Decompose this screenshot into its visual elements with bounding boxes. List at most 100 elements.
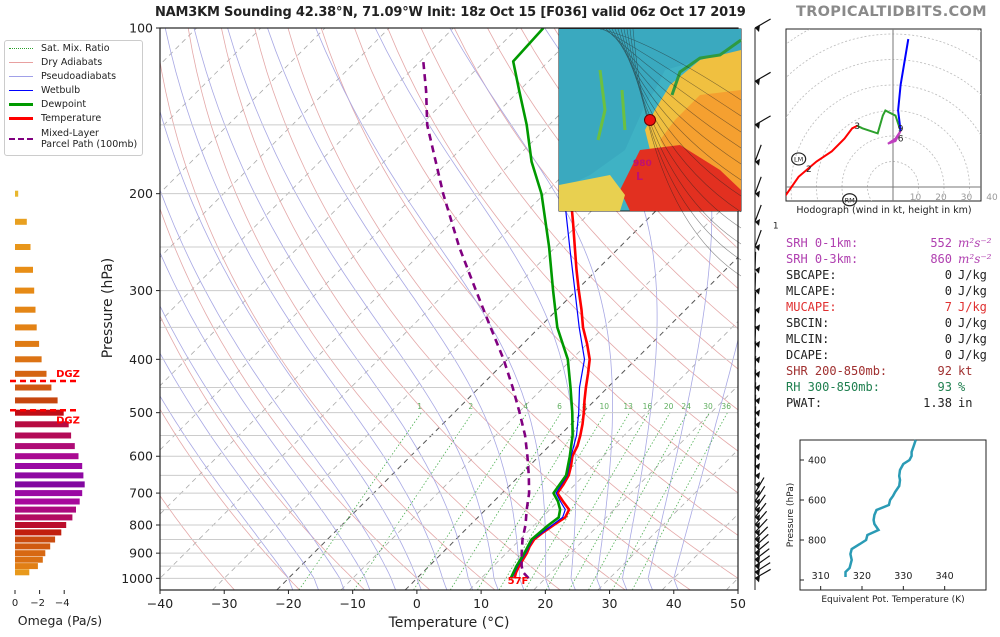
legend-label: Pseudoadiabats	[41, 71, 117, 82]
stat-unit: J/kg	[958, 300, 987, 314]
storm-motion-marker	[791, 152, 807, 166]
stat-unit: J/kg	[958, 316, 987, 330]
pseudoadiabat	[544, 28, 658, 590]
trace-dewpoint	[509, 28, 574, 579]
mixing-ratio-line	[631, 412, 728, 590]
omega-bar	[15, 463, 83, 469]
dry-adiabat	[254, 28, 691, 590]
pseudoadiabat	[647, 28, 713, 590]
legend-swatch	[9, 90, 33, 91]
stat-unit: J/kg	[958, 348, 987, 362]
isobar-contour	[620, 28, 742, 213]
wind-barb	[754, 115, 771, 129]
isobar-contour	[617, 28, 742, 197]
y-tick-label: 300	[129, 283, 153, 298]
hodo-ring-label: 10	[910, 193, 922, 203]
mixing-ratio-labels: 1 2 4 6 8 10 13 16 20 24 30 36	[417, 402, 731, 411]
legend-item: Dry Adiabats	[9, 57, 102, 68]
mixing-ratio-label: 16	[643, 402, 653, 411]
mixing-ratio-label: 13	[623, 402, 633, 411]
pseudoadiabat	[449, 28, 613, 590]
mixing-ratio-label: 10	[600, 402, 610, 411]
omega-bar	[15, 340, 40, 347]
stat-unit: kt	[958, 364, 973, 378]
wind-barb	[754, 71, 771, 86]
dgz-label: DGZ	[56, 415, 80, 426]
omega-bar	[15, 529, 62, 536]
theta-e-panel: 310 320 330 340 400 600 800 Pressure (hPa) Equ…	[786, 439, 987, 605]
omega-bar	[15, 409, 64, 416]
legend-label-line1: Mixed-Layer	[41, 128, 99, 139]
dry-adiabat	[520, 28, 738, 289]
isobar-contour	[629, 28, 742, 261]
brand-logo: TROPICALTIDBITS.COM	[796, 4, 987, 20]
omega-bar	[15, 498, 80, 505]
storm-motion-label: LM	[794, 155, 803, 163]
dry-adiabat	[160, 314, 365, 590]
plot-frame	[159, 27, 739, 591]
isotherm	[160, 28, 326, 194]
isobar-contour	[605, 28, 742, 133]
stat-row: MLCAPE: 0 J/kg	[786, 283, 992, 299]
mixing-ratio-line	[298, 412, 422, 590]
stat-value: 0	[944, 268, 952, 282]
pseudoadiabat	[160, 395, 294, 590]
legend-swatch	[9, 76, 33, 77]
stat-label: RH 300-850mb:	[786, 380, 880, 394]
omega-bar	[15, 453, 79, 460]
dry-adiabat	[487, 28, 738, 330]
x-tick-label: −10	[339, 596, 365, 611]
mixing-ratio-line	[588, 412, 688, 590]
wind-barb	[754, 325, 760, 348]
y-tick-label: 1000	[121, 571, 153, 586]
omega-bar	[15, 472, 84, 479]
stat-unit: m²s⁻²	[958, 252, 992, 266]
stat-label: SRH 0-3km:	[786, 252, 859, 266]
theta-e-y-label: Pressure (hPa)	[786, 483, 796, 548]
pseudoadiabat	[160, 305, 345, 590]
trace-temperature	[513, 28, 609, 579]
dry-adiabat	[320, 28, 738, 536]
isotherm	[276, 128, 738, 590]
pseudoadiabat	[160, 110, 422, 590]
x-tick-label: 20	[537, 596, 553, 611]
hodo-height-label: 2	[806, 165, 812, 175]
omega-bar	[15, 190, 19, 197]
mixing-ratio-line	[413, 412, 528, 590]
mixing-ratio-label: 20	[664, 402, 674, 411]
wind-barb	[754, 251, 760, 274]
omega-tick-label: −4	[55, 598, 70, 609]
legend-item: Temperature	[9, 113, 101, 124]
stat-row: SRH 0-3km: 860 m²s⁻²	[786, 251, 992, 267]
dry-adiabat	[160, 207, 431, 590]
legend-item: Wetbulb	[9, 85, 80, 96]
omega-bar	[15, 569, 30, 576]
y-tick-label: 500	[129, 405, 153, 420]
stat-value: 93	[937, 380, 952, 394]
omega-bar	[15, 287, 35, 294]
x-tick-label: 40	[666, 596, 682, 611]
stat-value: 860	[930, 252, 952, 266]
omega-bar	[15, 421, 69, 428]
omega-bar	[15, 550, 46, 557]
wind-barb	[754, 176, 762, 198]
wind-barb	[754, 272, 760, 295]
omega-bar	[15, 370, 47, 377]
stat-unit: %	[958, 380, 966, 394]
y-axis-ticks: 100 200 300 400 500 600 700 800 900 1000	[121, 21, 160, 586]
isobar-contour	[623, 28, 742, 229]
dry-adiabat	[387, 28, 738, 452]
omega-bar	[15, 490, 83, 497]
stat-label: SBCIN:	[786, 316, 830, 330]
stat-row: MUCAPE: 7 J/kg	[786, 299, 992, 315]
legend-item: Sat. Mix. Ratio	[9, 43, 110, 54]
wind-barbs	[754, 18, 771, 590]
stat-unit: J/kg	[958, 284, 987, 298]
wind-barb	[754, 533, 769, 551]
legend-item: Pseudoadiabats	[9, 71, 116, 82]
stat-row: SHR 200-850mb: 92 kt	[786, 363, 992, 379]
omega-bar	[15, 536, 56, 543]
legend-label: Temperature	[41, 113, 102, 124]
pseudoadiabat	[315, 28, 551, 590]
